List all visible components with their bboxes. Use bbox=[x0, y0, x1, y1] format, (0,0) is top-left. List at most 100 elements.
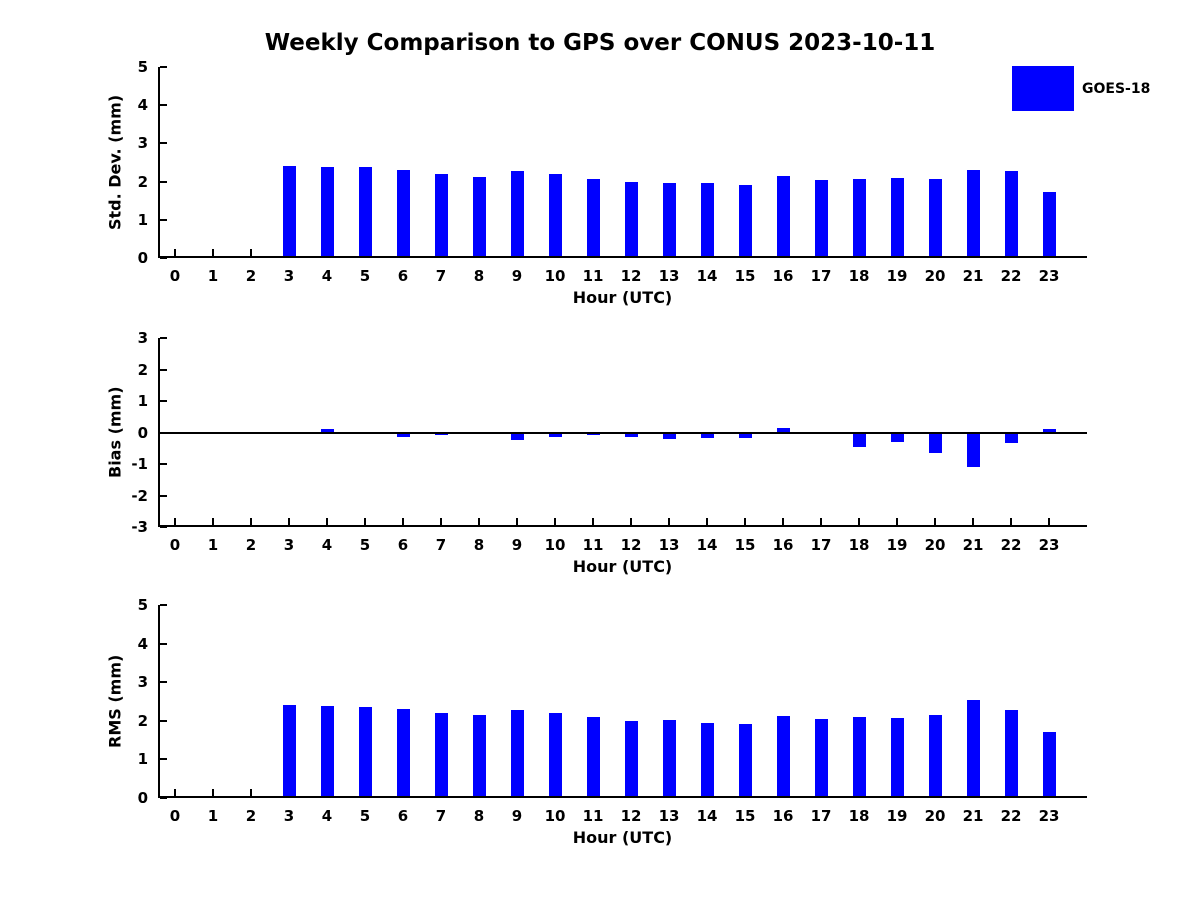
x-tick bbox=[250, 249, 252, 256]
x-tick-label: 5 bbox=[359, 267, 371, 285]
bar-hour-21 bbox=[966, 700, 980, 798]
x-tick-label: 21 bbox=[962, 807, 984, 825]
y-tick bbox=[160, 257, 167, 259]
bar-hour-17 bbox=[814, 180, 828, 258]
y-tick-label: 1 bbox=[137, 750, 148, 769]
x-tick-label: 22 bbox=[1000, 807, 1022, 825]
subplot-bias: 3 2 1 0 -1 -2 -3 0 1 2 3 4 5 6 7 8 9 10 11 12 13 14 15 16 17 18 19… bbox=[131, 329, 1087, 554]
bar-hour-6 bbox=[396, 709, 410, 798]
y-tick bbox=[160, 719, 167, 722]
x-tick-label: 9 bbox=[511, 267, 523, 285]
x-tick-label: 17 bbox=[810, 536, 832, 554]
bar-hour-21 bbox=[966, 170, 980, 258]
x-tick-label: 11 bbox=[582, 267, 604, 285]
y-tick bbox=[160, 642, 167, 645]
bar-hour-10 bbox=[548, 173, 562, 258]
y-tick-label: 4 bbox=[137, 634, 148, 653]
bar-hour-23 bbox=[1042, 192, 1056, 258]
bar-hour-8 bbox=[472, 715, 486, 798]
x-tick bbox=[668, 518, 670, 525]
bar-hour-18 bbox=[852, 432, 866, 448]
y-tick-label: 3 bbox=[137, 329, 148, 347]
x-tick-label: 16 bbox=[772, 536, 794, 554]
bar-hour-8 bbox=[472, 176, 486, 258]
x-tick-label: 23 bbox=[1038, 536, 1060, 554]
x-tick-label: 17 bbox=[810, 807, 832, 825]
y-tick-label: 3 bbox=[137, 134, 148, 153]
x-tick bbox=[934, 518, 936, 525]
x-tick bbox=[440, 518, 442, 525]
x-tick-label: 15 bbox=[734, 807, 756, 825]
subplot-std-dev: 0 1 2 3 4 5 0 1 2 3 4 5 6 7 8 9 10 11 12 13 14 15 16 17 18 19 20 21… bbox=[138, 58, 1087, 285]
bar-hour-17 bbox=[814, 719, 828, 798]
y-tick-label: 2 bbox=[137, 360, 148, 379]
x-tick-label: 16 bbox=[772, 807, 794, 825]
bar-hour-7 bbox=[434, 713, 448, 798]
x-tick-label: 18 bbox=[848, 536, 870, 554]
x-tick-label: 20 bbox=[924, 267, 946, 285]
x-tick-label: 14 bbox=[696, 267, 718, 285]
x-axis-label-std-dev: Hour (UTC) bbox=[572, 288, 673, 307]
x-tick-label: 15 bbox=[734, 267, 756, 285]
x-tick-label: 0 bbox=[169, 807, 181, 825]
y-axis-spine bbox=[158, 605, 160, 798]
bar-hour-7 bbox=[434, 432, 448, 436]
y-tick-label: -2 bbox=[131, 486, 148, 505]
bar-hour-23 bbox=[1042, 731, 1056, 798]
x-tick-label: 22 bbox=[1000, 536, 1022, 554]
bar-hour-22 bbox=[1004, 710, 1018, 798]
x-tick bbox=[212, 249, 214, 256]
bar-hour-15 bbox=[738, 184, 752, 258]
x-tick-label: 12 bbox=[620, 807, 642, 825]
bar-hour-5 bbox=[358, 706, 372, 798]
x-tick bbox=[250, 518, 252, 525]
x-tick bbox=[592, 518, 594, 525]
y-tick-label: -3 bbox=[131, 518, 148, 536]
y-tick-label: 2 bbox=[137, 172, 148, 191]
x-tick-label: 18 bbox=[848, 807, 870, 825]
y-axis-spine bbox=[158, 67, 160, 258]
y-tick bbox=[160, 758, 167, 761]
x-tick-label: 19 bbox=[886, 807, 908, 825]
x-tick-label: 15 bbox=[734, 536, 756, 554]
y-tick bbox=[160, 400, 167, 402]
bar-hour-23 bbox=[1042, 428, 1056, 433]
bar-hour-10 bbox=[548, 713, 562, 798]
x-tick-label: 4 bbox=[321, 267, 333, 285]
x-tick-label: 7 bbox=[435, 536, 447, 554]
bar-hour-12 bbox=[624, 720, 638, 798]
bar-hour-7 bbox=[434, 173, 448, 258]
bar-hour-4 bbox=[320, 429, 334, 433]
bar-hour-19 bbox=[890, 178, 904, 258]
y-tick bbox=[160, 526, 167, 528]
x-tick bbox=[972, 518, 974, 525]
bar-hour-10 bbox=[548, 432, 562, 438]
x-tick-label: 21 bbox=[962, 267, 984, 285]
x-tick-label: 4 bbox=[321, 536, 333, 554]
x-tick bbox=[744, 518, 746, 525]
y-tick bbox=[160, 604, 167, 606]
x-tick-label: 3 bbox=[283, 807, 295, 825]
bar-hour-20 bbox=[928, 432, 942, 453]
x-tick-label: 13 bbox=[658, 536, 680, 554]
x-tick bbox=[288, 518, 290, 525]
bar-hour-18 bbox=[852, 179, 866, 258]
x-tick-label: 2 bbox=[245, 536, 257, 554]
x-tick-label: 14 bbox=[696, 536, 718, 554]
x-tick bbox=[516, 518, 518, 525]
x-tick bbox=[212, 518, 214, 525]
x-tick bbox=[706, 518, 708, 525]
x-tick-label: 6 bbox=[397, 536, 409, 554]
bar-hour-13 bbox=[662, 182, 676, 258]
bar-hour-12 bbox=[624, 432, 638, 437]
legend-label: GOES-18 bbox=[1082, 80, 1151, 97]
x-tick-label: 8 bbox=[473, 536, 485, 554]
x-tick bbox=[554, 518, 556, 525]
x-tick bbox=[820, 518, 822, 525]
x-axis-label-bias: Hour (UTC) bbox=[572, 557, 673, 576]
x-tick-label: 20 bbox=[924, 807, 946, 825]
bar-hour-19 bbox=[890, 432, 904, 442]
bar-hour-20 bbox=[928, 715, 942, 798]
x-tick-label: 10 bbox=[544, 807, 566, 825]
